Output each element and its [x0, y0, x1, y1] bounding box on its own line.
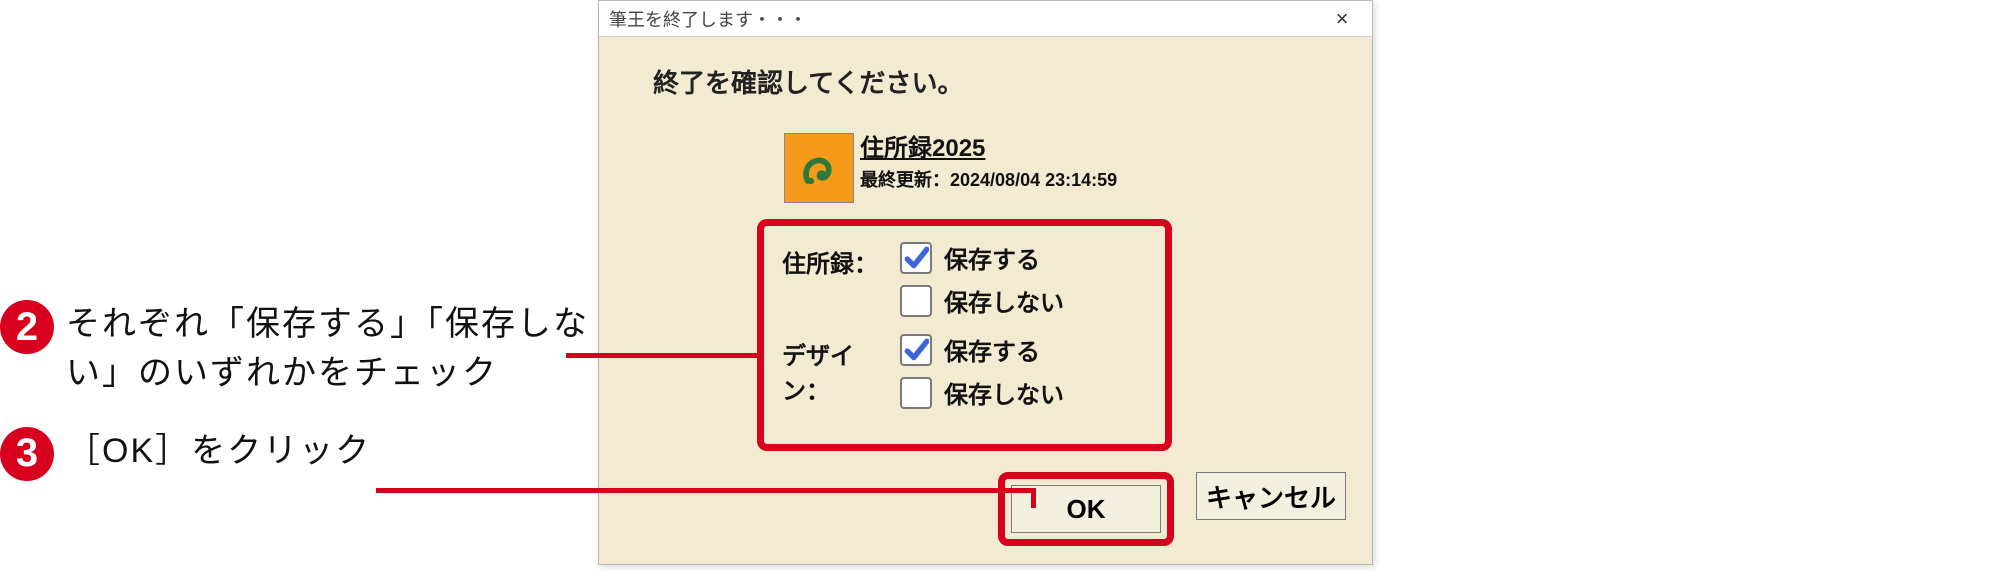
cancel-button[interactable]: キャンセル: [1196, 472, 1346, 520]
file-icon: [784, 133, 854, 203]
step-badge: 3: [0, 427, 54, 481]
design-nosave-choice[interactable]: 保存しない: [900, 375, 1064, 410]
checkbox-checked-icon: [900, 242, 932, 274]
titlebar: 筆王を終了します・・・ ×: [599, 1, 1372, 37]
checkbox-checked-icon: [900, 334, 932, 366]
save-options-highlight: 住所録： 保存する 保存しない デザイン：: [757, 219, 1172, 451]
addr-save-choice[interactable]: 保存する: [900, 240, 1064, 275]
addr-option-row: 住所録： 保存する 保存しない: [782, 240, 1147, 326]
exit-confirm-dialog: 筆王を終了します・・・ × 終了を確認してください。 住所録2025 最終更新：…: [598, 0, 1373, 565]
checkbox-empty-icon: [900, 285, 932, 317]
close-icon[interactable]: ×: [1322, 6, 1362, 32]
connector-line: [376, 488, 1036, 493]
file-info: 住所録2025 最終更新：2024/08/04 23:14:59: [784, 133, 1117, 203]
choice-label: 保存する: [944, 332, 1040, 367]
instruction-callouts: 2 それぞれ「保存する」「保存しない」のいずれかをチェック 3 ［OK］をクリッ…: [0, 300, 600, 509]
addr-nosave-choice[interactable]: 保存しない: [900, 283, 1064, 318]
callout-text: ［OK］をクリック: [66, 427, 371, 476]
connector-line: [566, 353, 760, 358]
connector-line: [1031, 488, 1036, 508]
choice-label: 保存しない: [944, 283, 1064, 318]
step-badge: 2: [0, 300, 54, 354]
file-timestamp: 最終更新：2024/08/04 23:14:59: [860, 166, 1117, 192]
design-label: デザイン：: [782, 332, 900, 406]
dialog-button-row: OK キャンセル: [998, 472, 1346, 546]
callout-2: 2 それぞれ「保存する」「保存しない」のいずれかをチェック: [0, 300, 600, 399]
ok-button-highlight: OK: [998, 472, 1174, 546]
file-name: 住所録2025: [860, 133, 1117, 164]
dialog-title: 筆王を終了します・・・: [609, 6, 807, 32]
design-save-choice[interactable]: 保存する: [900, 332, 1064, 367]
callout-3: 3 ［OK］をクリック: [0, 427, 600, 481]
callout-text: それぞれ「保存する」「保存しない」のいずれかをチェック: [66, 300, 600, 399]
addr-label: 住所録：: [782, 240, 900, 279]
design-option-row: デザイン： 保存する 保存しない: [782, 332, 1147, 418]
choice-label: 保存する: [944, 240, 1040, 275]
choice-label: 保存しない: [944, 375, 1064, 410]
confirm-heading: 終了を確認してください。: [599, 37, 1372, 100]
checkbox-empty-icon: [900, 377, 932, 409]
